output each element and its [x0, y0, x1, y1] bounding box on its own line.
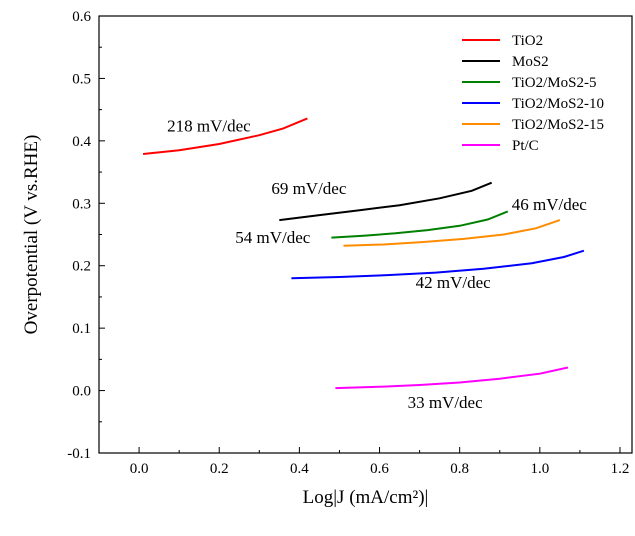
x-tick-label: 1.2 [611, 461, 630, 477]
slope-label-4: 46 mV/dec [512, 195, 588, 214]
x-tick-label: 0.2 [210, 461, 229, 477]
series-lines [142, 117, 585, 390]
x-axis-title: Log|J (mA/cm²)| [303, 487, 429, 508]
x-tick-label: 0.8 [450, 461, 469, 477]
slope-label-3: 42 mV/dec [416, 273, 492, 292]
legend-entry-1: MoS2 [512, 54, 549, 70]
series-line-4 [343, 219, 561, 247]
x-tick-label: 0.6 [370, 461, 389, 477]
legend-entry-3: TiO2/MoS2-10 [512, 96, 604, 112]
series-line-3 [291, 249, 585, 280]
series-line-1 [279, 181, 493, 222]
y-tick-label: 0.4 [72, 134, 91, 150]
y-tick-label: 0.0 [72, 384, 91, 400]
legend-entry-0: TiO2 [512, 33, 543, 49]
slope-label-2: 54 mV/dec [235, 228, 311, 247]
series-line-2 [331, 210, 509, 239]
y-tick-label: -0.1 [67, 446, 91, 462]
series-line-5 [335, 366, 569, 390]
legend: TiO2 MoS2 TiO2/MoS2-5 TiO2/MoS2-10 TiO2/MoS2… [462, 33, 604, 154]
y-axis-title: Overpotential (V vs.RHE) [21, 135, 42, 335]
y-tick-label: 0.6 [72, 9, 91, 25]
y-tick-label: 0.5 [72, 71, 91, 87]
axis-titles: Log|J (mA/cm²)| Overpotential (V vs.RHE) [21, 135, 428, 508]
legend-entry-4: TiO2/MoS2-15 [512, 117, 604, 133]
slope-label-0: 218 mV/dec [167, 116, 251, 135]
slope-labels: 218 mV/dec 69 mV/dec 54 mV/dec 42 mV/dec 46 … [167, 116, 587, 412]
x-tick-label: 0.0 [130, 461, 149, 477]
slope-label-5: 33 mV/dec [408, 393, 484, 412]
slope-label-1: 69 mV/dec [271, 179, 347, 198]
axis-ticks: 0.0 0.2 0.4 0.6 0.8 1.0 1.2 -0.1 0.0 0.1 0.2 0.3 0.4… [67, 9, 629, 477]
x-tick-label: 1.0 [530, 461, 549, 477]
y-tick-label: 0.2 [72, 259, 91, 275]
legend-entry-5: Pt/C [512, 138, 539, 154]
y-tick-label: 0.1 [72, 321, 91, 337]
y-tick-label: 0.3 [72, 196, 91, 212]
x-tick-label: 0.4 [290, 461, 309, 477]
series-line-0 [142, 117, 308, 155]
legend-entry-2: TiO2/MoS2-5 [512, 75, 596, 91]
